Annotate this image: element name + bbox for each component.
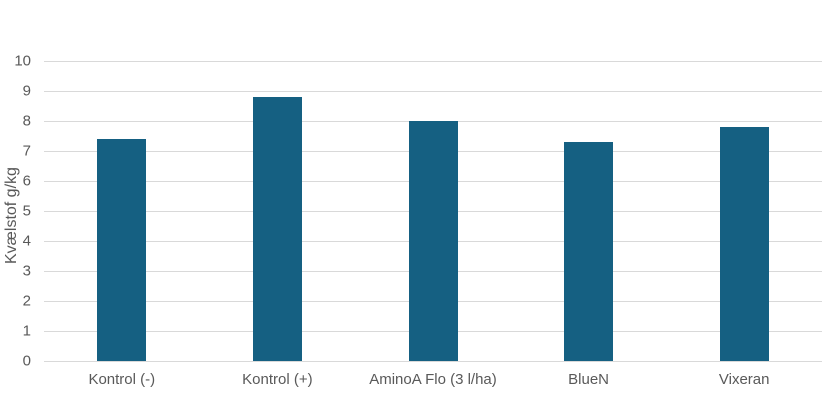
y-tick-label: 9 bbox=[22, 82, 31, 100]
category-label: AminoA Flo (3 l/ha) bbox=[369, 371, 497, 388]
y-tick-label: 3 bbox=[22, 262, 31, 280]
y-tick-label: 10 bbox=[14, 52, 31, 70]
bar-0 bbox=[97, 139, 147, 361]
bar-3 bbox=[564, 142, 614, 361]
y-tick-label: 2 bbox=[22, 292, 31, 310]
category-label: Kontrol (+) bbox=[242, 371, 313, 388]
gridline bbox=[44, 60, 822, 62]
category-label: Vixeran bbox=[718, 371, 770, 388]
y-axis-tick-labels: 0 1 2 3 4 5 6 7 8 9 10 bbox=[0, 54, 31, 369]
bar-1 bbox=[252, 97, 302, 361]
plot-area bbox=[44, 60, 822, 362]
category-label: Kontrol (-) bbox=[88, 371, 156, 388]
category-label: BlueN bbox=[568, 371, 610, 388]
y-tick-label: 5 bbox=[22, 202, 31, 220]
bar-4 bbox=[719, 127, 769, 361]
y-tick-label: 7 bbox=[22, 142, 31, 160]
bar-2 bbox=[408, 121, 458, 361]
x-axis-line bbox=[44, 360, 822, 362]
y-tick-label: 1 bbox=[22, 322, 31, 340]
y-tick-label: 4 bbox=[22, 232, 31, 250]
gridline bbox=[44, 90, 822, 92]
y-tick-label: 8 bbox=[22, 112, 31, 130]
x-axis-category-labels: Kontrol (-) Kontrol (+) AminoA Flo (3 l/ha… bbox=[0, 371, 840, 395]
y-tick-label: 6 bbox=[22, 172, 31, 190]
y-tick-label: 0 bbox=[22, 352, 31, 370]
